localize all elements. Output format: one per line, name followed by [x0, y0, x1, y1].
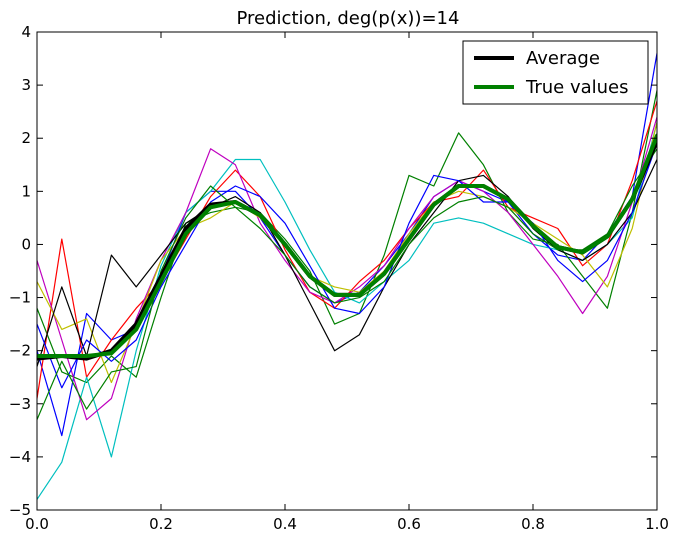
y-tick-label: 3 [21, 76, 31, 94]
x-tick-label: 0.6 [397, 515, 421, 533]
chart-title: Prediction, deg(p(x))=14 [237, 8, 460, 29]
legend-label-true-values: True values [525, 77, 629, 98]
x-tick-label: 0.2 [149, 515, 173, 533]
x-tick-label: 0.8 [521, 515, 545, 533]
legend-label-average: Average [526, 48, 600, 69]
sample-line-8 [37, 143, 657, 389]
x-tick-label: 0.4 [273, 515, 297, 533]
x-axis-ticks: 0.0 0.2 0.4 0.6 0.8 1.0 [25, 32, 669, 533]
x-tick-label: 0.0 [25, 515, 49, 533]
sample-line-9 [37, 148, 657, 420]
legend: Average True values [462, 40, 649, 105]
y-tick-label: −5 [9, 501, 31, 519]
y-tick-label: −4 [9, 448, 31, 466]
y-tick-label: 1 [21, 182, 31, 200]
sample-prediction-lines [37, 53, 657, 500]
y-axis-ticks: −5 −4 −3 −2 −1 0 1 2 3 4 [9, 23, 657, 519]
legend-frame [462, 40, 649, 105]
x-tick-label: 1.0 [645, 515, 669, 533]
y-tick-label: 2 [21, 129, 31, 147]
sample-line-7 [37, 159, 657, 367]
main-series-lines [37, 133, 657, 361]
y-tick-label: 4 [21, 23, 31, 41]
y-tick-label: −3 [9, 395, 31, 413]
y-tick-label: −1 [9, 289, 31, 307]
y-tick-label: −2 [9, 342, 31, 360]
plot-frame [36, 31, 658, 511]
y-tick-label: 0 [21, 235, 31, 253]
series-line-true-values [37, 133, 657, 358]
sample-line-4 [37, 122, 657, 500]
sample-line-5 [37, 116, 657, 421]
